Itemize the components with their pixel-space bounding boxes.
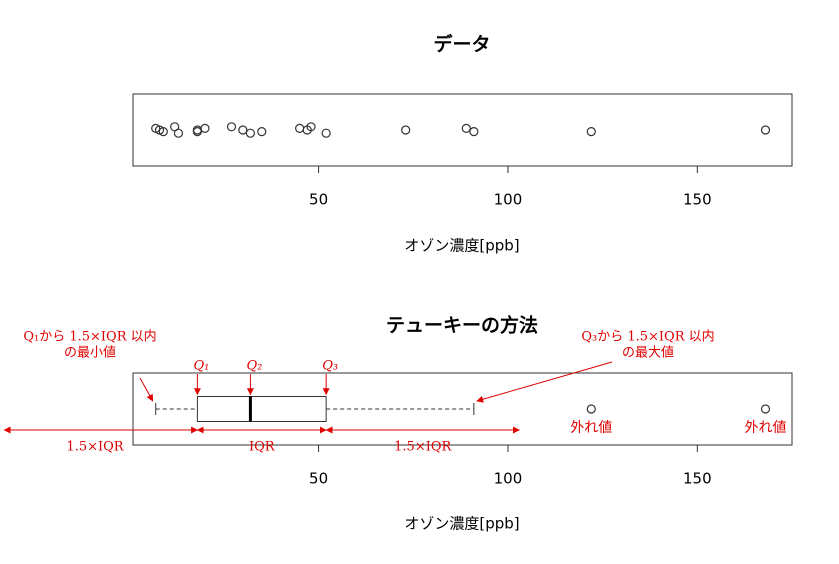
data-point (200, 123, 210, 133)
x-tick-label: 150 (683, 191, 712, 209)
x-axis-label: オゾン濃度[ppb] (404, 237, 519, 255)
data-point (306, 122, 316, 132)
annotation-arrow (476, 361, 613, 403)
data-point (760, 125, 771, 135)
x-tick-label: 100 (494, 470, 523, 488)
x-tick-label: 50 (309, 191, 328, 209)
annotation: 1.5×IQR (394, 440, 452, 455)
annotation: IQR (249, 440, 276, 455)
plot-frame (132, 372, 793, 446)
annotation: の最小値 (64, 345, 116, 361)
outlier-label: 外れ値 (570, 420, 612, 436)
data-point (295, 123, 305, 133)
outlier (586, 404, 596, 414)
data-point (238, 125, 248, 135)
annotation: 1.5×IQR (66, 440, 124, 455)
annotation: Q₂ (246, 359, 262, 374)
data-point (245, 128, 256, 138)
data-point (158, 127, 168, 137)
outlier-label: 外れ値 (744, 420, 786, 436)
data-point (469, 127, 479, 137)
x-tick-label: 50 (309, 470, 328, 488)
chart-title: データ (433, 33, 490, 56)
annotation: Q₃から 1.5×IQR 以内 (581, 329, 714, 345)
x-tick-label: 100 (494, 191, 523, 209)
chart-title: テューキーの方法 (386, 314, 538, 337)
annotation-arrow (139, 377, 154, 402)
data-point (461, 123, 471, 133)
data-point (192, 127, 202, 137)
plot-frame (132, 93, 793, 167)
data-point (257, 127, 267, 137)
x-tick-label: 150 (683, 470, 712, 488)
data-point (226, 122, 237, 132)
outlier (760, 404, 771, 414)
x-axis-label: オゾン濃度[ppb] (404, 515, 519, 533)
annotation: Q₃ (322, 359, 338, 374)
data-point (173, 128, 184, 138)
annotation: Q₁ (193, 359, 209, 374)
box (196, 396, 327, 422)
data-point (586, 127, 596, 137)
annotation: Q₁から 1.5×IQR 以内 (23, 329, 156, 345)
annotation: の最大値 (622, 345, 674, 361)
data-point (321, 128, 331, 138)
data-point (401, 125, 411, 135)
